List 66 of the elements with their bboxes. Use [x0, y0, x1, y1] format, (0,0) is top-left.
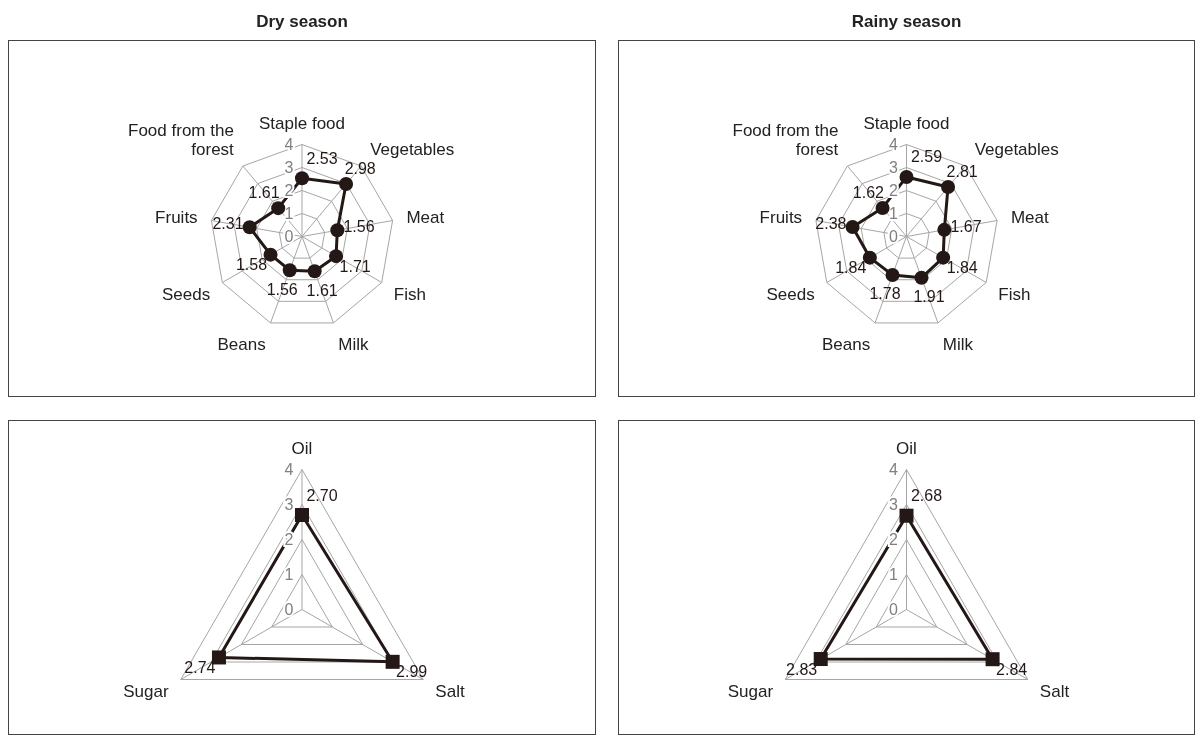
data-label: 1.71	[339, 257, 371, 275]
data-label: 2.53	[306, 149, 338, 167]
data-label: 2.99	[396, 663, 428, 681]
spoke-label: Oil	[896, 438, 917, 457]
data-label: 1.58	[235, 256, 268, 274]
data-label: 1.91	[913, 288, 945, 306]
data-label: 1.56	[343, 218, 375, 236]
spoke-label: Beans	[822, 334, 871, 354]
spoke-label: Food from the forest	[732, 120, 839, 159]
data-label: 2.84	[996, 660, 1028, 678]
spoke-label: Seeds	[162, 284, 211, 303]
data-label: 1.84	[946, 259, 978, 277]
spoke-label: Meat	[1010, 207, 1049, 227]
spoke-label: Vegetables	[370, 139, 455, 159]
spoke-label: Fish	[998, 284, 1031, 303]
y-tick-label: 4	[889, 136, 899, 153]
y-tick-label: 0	[889, 228, 899, 245]
spoke-label: Sugar	[123, 681, 169, 700]
data-label: 1.61	[248, 184, 280, 202]
spoke-label: Staple food	[258, 113, 346, 132]
data-label: 1.78	[869, 285, 901, 303]
data-label: 2.38	[815, 215, 847, 233]
data-label: 2.81	[946, 163, 978, 181]
y-tick-label: 4	[284, 461, 294, 478]
data-label: 1.56	[266, 280, 298, 298]
spoke-label: Salt	[435, 681, 465, 700]
y-tick-label: 0	[284, 601, 294, 618]
spoke-label: Fish	[393, 284, 426, 303]
spoke-label: Vegetables	[974, 139, 1059, 159]
y-tick-label: 1	[284, 566, 294, 583]
spoke-label: Fruits	[155, 207, 198, 227]
data-label: 2.31	[212, 215, 244, 233]
data-label: 1.67	[950, 217, 982, 235]
spoke-label: Milk	[942, 334, 974, 354]
y-tick-label: 3	[284, 496, 294, 513]
y-tick-label: 0	[889, 601, 899, 618]
spoke-label: Sugar	[727, 681, 774, 700]
y-tick-label: 1	[284, 205, 294, 222]
spoke-label: Beans	[217, 334, 266, 354]
data-label: 2.59	[910, 148, 943, 166]
data-label: 2.98	[344, 160, 376, 178]
y-tick-label: 1	[889, 566, 899, 583]
data-label: 1.61	[306, 281, 338, 299]
spoke-label: Fruits	[759, 207, 803, 227]
y-tick-label: 1	[889, 205, 899, 222]
spoke-label: Food from the forest	[128, 120, 235, 159]
spoke-label: Oil	[291, 438, 313, 457]
y-tick-label: 3	[889, 496, 899, 513]
data-label: 2.83	[786, 660, 818, 678]
data-label: 1.62	[852, 184, 885, 202]
y-tick-label: 4	[284, 136, 294, 153]
y-tick-label: 3	[284, 159, 294, 176]
y-tick-label: 4	[889, 461, 899, 478]
chart-title: Dry season	[256, 12, 348, 31]
spoke-label: Seeds	[766, 284, 815, 303]
y-tick-label: 0	[284, 228, 294, 245]
spoke-label: Salt	[1039, 681, 1070, 700]
data-label: 1.84	[835, 259, 867, 277]
spoke-label: Milk	[338, 334, 369, 354]
data-label: 2.68	[910, 487, 943, 505]
data-label: 2.74	[184, 658, 216, 676]
chart-title: Rainy season	[851, 12, 962, 31]
data-label: 2.70	[306, 486, 338, 504]
y-tick-label: 3	[889, 159, 899, 176]
spoke-label: Meat	[406, 207, 445, 227]
spoke-label: Staple food	[863, 113, 950, 132]
